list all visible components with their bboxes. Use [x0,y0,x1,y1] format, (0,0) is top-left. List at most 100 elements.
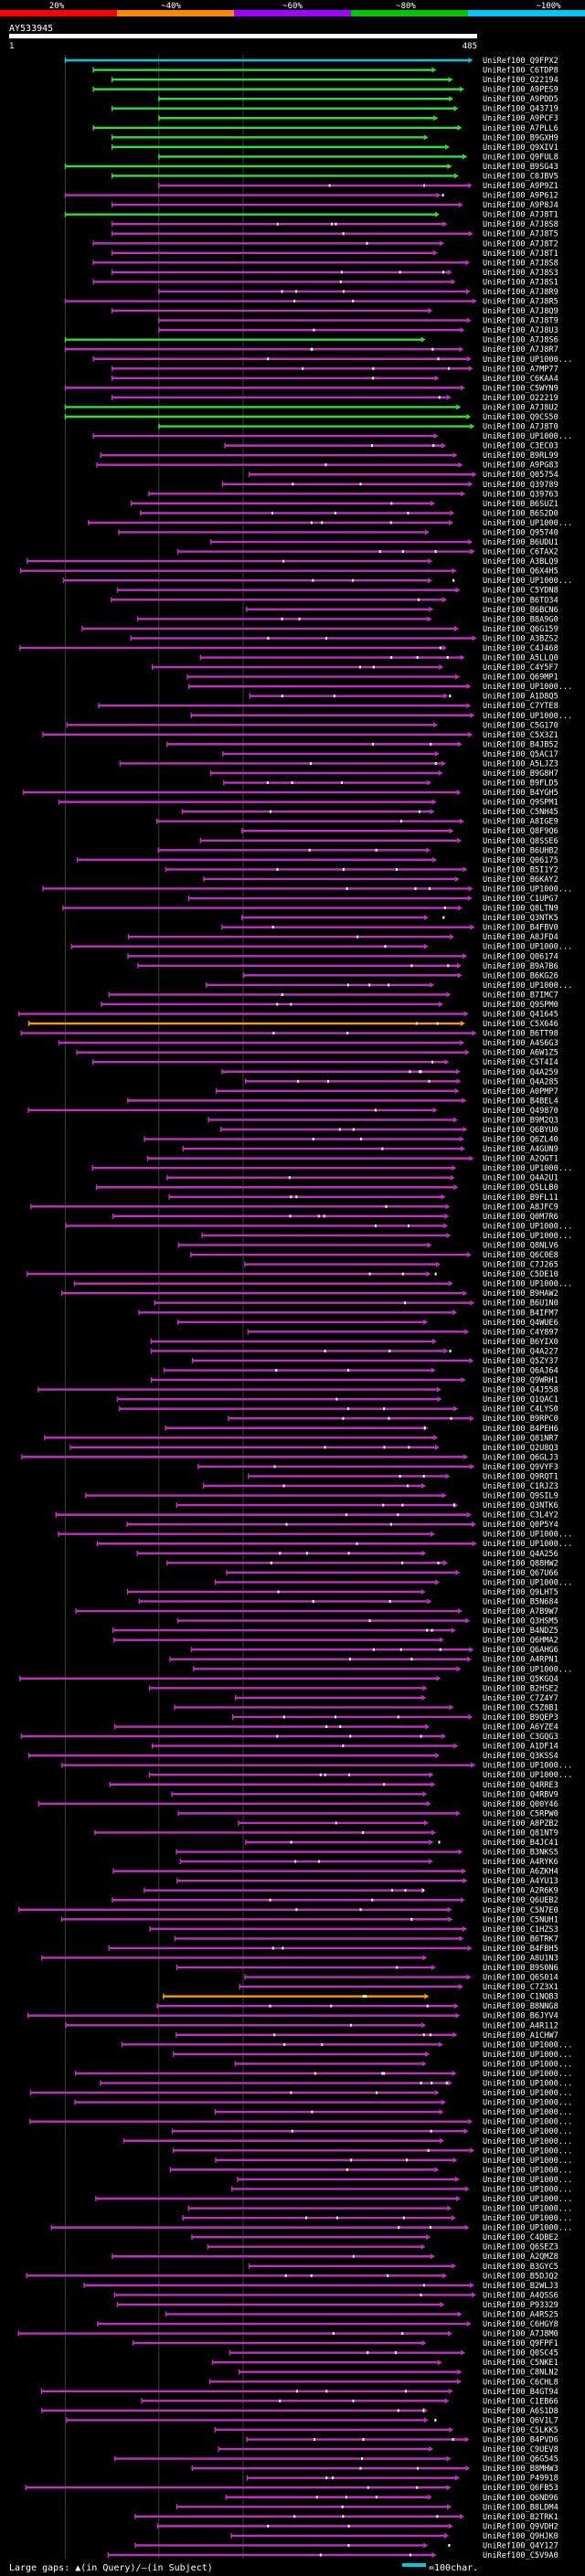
hit-label[interactable]: UniRef100_P49918 [483,2475,558,2484]
hit-label[interactable]: UniRef100_C5Z8B1 [483,1703,558,1712]
hit-label[interactable]: UniRef100_Q81NR7 [483,1434,558,1443]
hit-label[interactable]: UniRef100_C4LYS0 [483,1405,558,1415]
hit-label[interactable]: UniRef100_O22219 [483,394,558,403]
hit-label[interactable]: UniRef100_Q0SC45 [483,2349,558,2359]
hit-label[interactable]: UniRef100_B9QEP3 [483,1713,558,1723]
hit-label[interactable]: UniRef100_A7J8S1 [483,278,558,287]
hit-label[interactable]: UniRef100_A7J8U2 [483,403,558,412]
hit-label[interactable]: UniRef100_A7J8T0 [483,423,558,432]
hit-label[interactable]: UniRef100_Q4A2U1 [483,1174,558,1183]
hit-label[interactable]: UniRef100_Q6G159 [483,625,558,634]
hit-label[interactable]: UniRef100_Q6BYU0 [483,1126,558,1135]
hit-label[interactable]: UniRef100_Q06174 [483,952,558,961]
hit-label[interactable]: UniRef100_C5G170 [483,721,558,730]
hit-label[interactable]: UniRef100_Q9SPM0 [483,1001,558,1010]
hit-label[interactable]: UniRef100_A7J8S6 [483,336,558,345]
hit-label[interactable]: UniRef100_A7J8R7 [483,345,558,355]
hit-label[interactable]: UniRef100_C5N7E0 [483,1906,558,1915]
hit-label[interactable]: UniRef100_C0JBV5 [483,172,558,181]
hit-label[interactable]: UniRef100_B4PVD6 [483,2436,558,2445]
hit-label[interactable]: UniRef100_Q4Y127 [483,2541,558,2550]
hit-label[interactable]: UniRef100_UP1000... [483,2185,572,2194]
hit-label[interactable]: UniRef100_Q6S014 [483,1974,558,1983]
hit-label[interactable]: UniRef100_B4YGH5 [483,789,558,798]
hit-label[interactable]: UniRef100_B9RL99 [483,451,558,461]
hit-label[interactable]: UniRef100_Q69MP1 [483,673,558,683]
hit-label[interactable]: UniRef100_UP1000... [483,2127,572,2136]
hit-label[interactable]: UniRef100_C6CHL8 [483,2378,558,2387]
hit-label[interactable]: UniRef100_A4GUN9 [483,1145,558,1154]
hit-label[interactable]: UniRef100_Q6GLJ3 [483,1453,558,1462]
hit-label[interactable]: UniRef100_C4DBE2 [483,2233,558,2242]
hit-label[interactable]: UniRef100_Q4J558 [483,1386,558,1395]
hit-label[interactable]: UniRef100_C1RJZ3 [483,1482,558,1491]
hit-label[interactable]: UniRef100_A4YU13 [483,1877,558,1886]
hit-label[interactable]: UniRef100_A8JFC9 [483,1203,558,1212]
hit-label[interactable]: UniRef100_B6SUZ1 [483,500,558,509]
hit-label[interactable]: UniRef100_A7J8T1 [483,249,558,259]
hit-label[interactable]: UniRef100_A2QGT1 [483,1155,558,1164]
hit-label[interactable]: UniRef100_Q2U8Q3 [483,1444,558,1453]
hit-label[interactable]: UniRef100_B4JC41 [483,1839,558,1848]
hit-label[interactable]: UniRef100_A6ZKH4 [483,1868,558,1877]
hit-label[interactable]: UniRef100_B4PEH6 [483,1425,558,1434]
hit-label[interactable]: UniRef100_Q67U66 [483,1569,558,1578]
hit-label[interactable]: UniRef100_Q1QAC1 [483,1395,558,1405]
hit-label[interactable]: UniRef100_A8JFD4 [483,933,558,942]
hit-label[interactable]: UniRef100_A7J8S8 [483,259,558,268]
hit-label[interactable]: UniRef100_Q5LLB0 [483,1183,558,1193]
hit-label[interactable]: UniRef100_UP1000... [483,1578,572,1587]
hit-label[interactable]: UniRef100_C5WYN9 [483,384,558,393]
hit-label[interactable]: UniRef100_B6U1N0 [483,1299,558,1309]
hit-label[interactable]: UniRef100_UP1000... [483,943,572,952]
hit-label[interactable]: UniRef100_B4JB52 [483,740,558,749]
hit-label[interactable]: UniRef100_B8NNG8 [483,2002,558,2011]
hit-label[interactable]: UniRef100_C5NKE1 [483,2359,558,2368]
hit-label[interactable]: UniRef100_Q6UEB2 [483,1896,558,1905]
hit-label[interactable]: UniRef100_C6HGY8 [483,2320,558,2329]
hit-label[interactable]: UniRef100_UP1000... [483,1771,572,1780]
hit-label[interactable]: UniRef100_Q6V1L7 [483,2416,558,2425]
hit-label[interactable]: UniRef100_Q0P5Y4 [483,1521,558,1530]
hit-label[interactable]: UniRef100_C5X646 [483,1020,558,1029]
hit-label[interactable]: UniRef100_UP1000... [483,1762,572,1771]
hit-label[interactable]: UniRef100_UP1000... [483,2070,572,2079]
hit-label[interactable]: UniRef100_B6S2D0 [483,509,558,518]
hit-label[interactable]: UniRef100_C6TDP8 [483,67,558,76]
hit-label[interactable]: UniRef100_UP1000... [483,2089,572,2098]
hit-label[interactable]: UniRef100_A7J8R9 [483,288,558,297]
hit-label[interactable]: UniRef100_UP1000... [483,2166,572,2175]
hit-label[interactable]: UniRef100_Q41645 [483,1011,558,1020]
hit-label[interactable]: UniRef100_A7J8R5 [483,298,558,307]
hit-label[interactable]: UniRef100_B6KG26 [483,971,558,981]
hit-label[interactable]: UniRef100_UP1000... [483,2060,572,2069]
hit-label[interactable]: UniRef100_Q9SIL9 [483,1492,558,1501]
hit-label[interactable]: UniRef100_B6BCN6 [483,606,558,615]
hit-label[interactable]: UniRef100_UP1000... [483,1665,572,1674]
hit-label[interactable]: UniRef100_UP1000... [483,683,572,692]
hit-label[interactable]: UniRef100_A8IGE9 [483,818,558,827]
hit-label[interactable]: UniRef100_A7PLL6 [483,124,558,133]
hit-label[interactable]: UniRef100_B6TO34 [483,596,558,605]
hit-label[interactable]: UniRef100_A3BLQ9 [483,557,558,567]
hit-label[interactable]: UniRef100_Q9HJK0 [483,2532,558,2541]
hit-label[interactable]: UniRef100_Q00Y46 [483,1800,558,1809]
hit-label[interactable]: UniRef100_A9PCF3 [483,114,558,123]
hit-label[interactable]: UniRef100_Q05754 [483,471,558,480]
hit-label[interactable]: UniRef100_UP1000... [483,712,572,721]
hit-label[interactable]: UniRef100_C5V9A0 [483,2551,558,2560]
hit-label[interactable]: UniRef100_B3GYC5 [483,2263,558,2272]
hit-label[interactable]: UniRef100_B4BEL4 [483,1097,558,1106]
hit-label[interactable]: UniRef100_UP1000... [483,2051,572,2060]
hit-label[interactable]: UniRef100_A9PG83 [483,461,558,471]
hit-label[interactable]: UniRef100_UP1000... [483,577,572,586]
hit-label[interactable]: UniRef100_C5YDN8 [483,587,558,596]
hit-label[interactable]: UniRef100_O22194 [483,76,558,85]
hit-label[interactable]: UniRef100_B6JYV4 [483,2012,558,2021]
hit-label[interactable]: UniRef100_Q06175 [483,856,558,865]
hit-label[interactable]: UniRef100_B5DJQ2 [483,2272,558,2281]
hit-label[interactable]: UniRef100_Q6AJ64 [483,1367,558,1376]
hit-label[interactable]: UniRef100_B4FBH5 [483,1945,558,1954]
hit-label[interactable]: UniRef100_Q6ND96 [483,2494,558,2503]
hit-label[interactable]: UniRef100_C3EC03 [483,442,558,451]
